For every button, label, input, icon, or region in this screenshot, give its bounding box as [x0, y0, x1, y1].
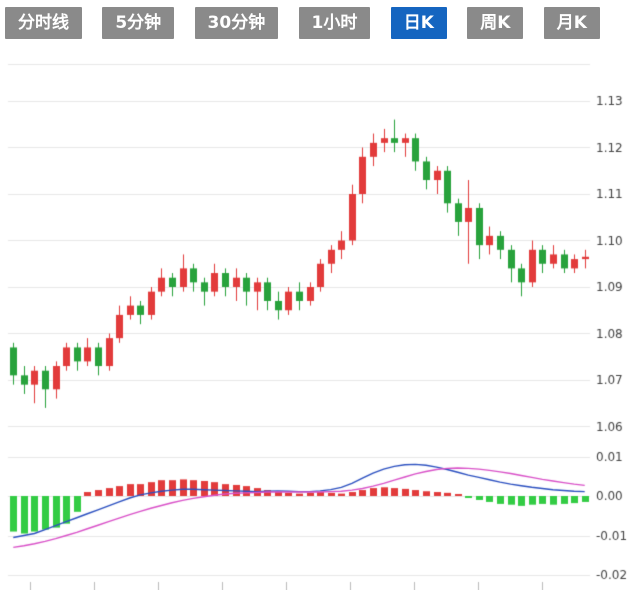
- tab-5min[interactable]: 5分钟: [102, 7, 175, 40]
- timeframe-tabbar: 分时线 5分钟 30分钟 1小时 日K 周K 月K: [0, 0, 638, 44]
- tab-1hour[interactable]: 1小时: [298, 7, 371, 40]
- kline-chart-canvas[interactable]: [0, 44, 638, 590]
- chart-area: [0, 44, 638, 590]
- tab-weekly-k[interactable]: 周K: [467, 7, 524, 40]
- tab-30min[interactable]: 30分钟: [194, 7, 279, 40]
- tab-timeline[interactable]: 分时线: [5, 7, 82, 40]
- tab-monthly-k[interactable]: 月K: [543, 7, 600, 40]
- tab-daily-k[interactable]: 日K: [390, 7, 447, 40]
